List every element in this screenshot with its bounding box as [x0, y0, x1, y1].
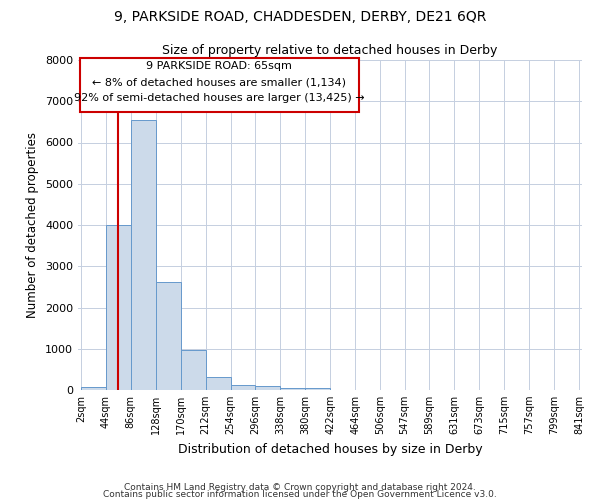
Bar: [81, 386, 106, 390]
Text: ← 8% of detached houses are smaller (1,134): ← 8% of detached houses are smaller (1,1…: [92, 77, 346, 87]
Bar: [156, 282, 181, 390]
Bar: [206, 377, 230, 390]
Title: Size of property relative to detached houses in Derby: Size of property relative to detached ho…: [163, 44, 497, 58]
Bar: [256, 386, 280, 390]
Bar: [181, 350, 206, 390]
Bar: [131, 120, 156, 390]
Bar: [280, 388, 305, 390]
Bar: [106, 225, 131, 390]
Bar: [305, 388, 330, 390]
X-axis label: Distribution of detached houses by size in Derby: Distribution of detached houses by size …: [178, 442, 482, 456]
Text: Contains HM Land Registry data © Crown copyright and database right 2024.: Contains HM Land Registry data © Crown c…: [124, 484, 476, 492]
Text: Contains public sector information licensed under the Open Government Licence v3: Contains public sector information licen…: [103, 490, 497, 499]
FancyBboxPatch shape: [80, 58, 359, 112]
Bar: [230, 384, 256, 390]
Text: 9 PARKSIDE ROAD: 65sqm: 9 PARKSIDE ROAD: 65sqm: [146, 61, 292, 71]
Text: 9, PARKSIDE ROAD, CHADDESDEN, DERBY, DE21 6QR: 9, PARKSIDE ROAD, CHADDESDEN, DERBY, DE2…: [114, 10, 486, 24]
Text: 92% of semi-detached houses are larger (13,425) →: 92% of semi-detached houses are larger (…: [74, 93, 365, 103]
Y-axis label: Number of detached properties: Number of detached properties: [26, 132, 40, 318]
